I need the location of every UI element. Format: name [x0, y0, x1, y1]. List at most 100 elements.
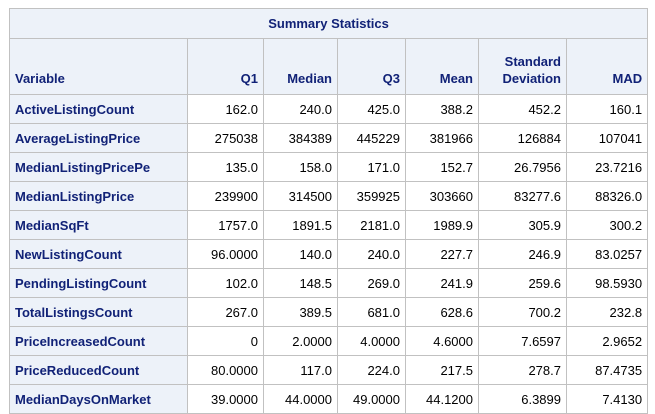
data-cell: 1891.5	[263, 210, 338, 240]
column-header: Q1	[187, 38, 264, 95]
data-cell: 240.0	[337, 239, 406, 269]
data-cell: 232.8	[565, 297, 649, 327]
row-header: ActiveListingCount	[9, 94, 188, 124]
row-header: MedianListingPrice	[9, 181, 188, 211]
summary-table-wrap: Summary Statistics Variable Q1 Median Q3 Mea…	[8, 8, 649, 414]
data-cell: 2.9652	[565, 326, 649, 356]
column-header: Variable	[9, 38, 188, 95]
data-cell: 1757.0	[187, 210, 264, 240]
data-cell: 217.5	[405, 355, 479, 385]
data-cell: 126884	[478, 123, 567, 153]
data-cell: 83.0257	[565, 239, 649, 269]
data-cell: 0	[187, 326, 264, 356]
data-cell: 4.6000	[405, 326, 479, 356]
data-cell: 7.4130	[565, 384, 649, 414]
header-row: Variable Q1 Median Q3 Mean Standard Deviation…	[9, 38, 649, 95]
data-cell: 49.0000	[337, 384, 406, 414]
data-cell: 1989.9	[405, 210, 479, 240]
data-cell: 88326.0	[565, 181, 649, 211]
data-cell: 224.0	[337, 355, 406, 385]
column-header: Standard Deviation	[478, 38, 567, 95]
data-cell: 388.2	[405, 94, 479, 124]
data-cell: 241.9	[405, 268, 479, 298]
data-cell: 452.2	[478, 94, 567, 124]
data-cell: 87.4735	[565, 355, 649, 385]
column-header: MAD	[565, 38, 649, 95]
data-cell: 2181.0	[337, 210, 406, 240]
data-row: NewListingCount 96.0000 140.0 240.0 227.7 246…	[9, 239, 649, 269]
data-cell: 107041	[565, 123, 649, 153]
data-cell: 259.6	[478, 268, 567, 298]
row-header: MedianListingPricePe	[9, 152, 188, 182]
row-header: MedianDaysOnMarket	[9, 384, 188, 414]
data-cell: 158.0	[263, 152, 338, 182]
data-cell: 275038	[187, 123, 264, 153]
data-cell: 278.7	[478, 355, 567, 385]
data-cell: 39.0000	[187, 384, 264, 414]
data-row: MedianListingPricePe 135.0 158.0 171.0 152.7…	[9, 152, 649, 182]
data-cell: 300.2	[565, 210, 649, 240]
data-row: AverageListingPrice 275038 384389 445229 381…	[9, 123, 649, 153]
table-body: ActiveListingCount 162.0 240.0 425.0 388.2 45…	[9, 94, 649, 414]
data-cell: 2.0000	[263, 326, 338, 356]
data-cell: 171.0	[337, 152, 406, 182]
data-row: PriceReducedCount 80.0000 117.0 224.0 217.5 2…	[9, 355, 649, 385]
row-header: NewListingCount	[9, 239, 188, 269]
data-cell: 227.7	[405, 239, 479, 269]
data-cell: 83277.6	[478, 181, 567, 211]
data-cell: 7.6597	[478, 326, 567, 356]
data-row: ActiveListingCount 162.0 240.0 425.0 388.2 45…	[9, 94, 649, 124]
data-cell: 303660	[405, 181, 479, 211]
data-cell: 6.3899	[478, 384, 567, 414]
data-cell: 102.0	[187, 268, 264, 298]
data-row: MedianSqFt 1757.0 1891.5 2181.0 1989.9 305.9 3…	[9, 210, 649, 240]
data-cell: 44.0000	[263, 384, 338, 414]
data-row: PendingListingCount 102.0 148.5 269.0 241.9 2…	[9, 268, 649, 298]
data-cell: 269.0	[337, 268, 406, 298]
data-cell: 140.0	[263, 239, 338, 269]
data-cell: 359925	[337, 181, 406, 211]
data-cell: 160.1	[565, 94, 649, 124]
data-cell: 381966	[405, 123, 479, 153]
data-cell: 135.0	[187, 152, 264, 182]
row-header: AverageListingPrice	[9, 123, 188, 153]
data-cell: 4.0000	[337, 326, 406, 356]
data-cell: 389.5	[263, 297, 338, 327]
data-cell: 445229	[337, 123, 406, 153]
data-cell: 239900	[187, 181, 264, 211]
table-title: Summary Statistics	[8, 8, 649, 39]
data-cell: 425.0	[337, 94, 406, 124]
data-cell: 314500	[263, 181, 338, 211]
column-header: Median	[263, 38, 338, 95]
data-cell: 117.0	[263, 355, 338, 385]
title-row: Summary Statistics	[8, 8, 649, 39]
data-cell: 628.6	[405, 297, 479, 327]
row-header: PriceReducedCount	[9, 355, 188, 385]
data-cell: 246.9	[478, 239, 567, 269]
data-cell: 26.7956	[478, 152, 567, 182]
data-cell: 305.9	[478, 210, 567, 240]
data-row: MedianListingPrice 239900 314500 359925 3036…	[9, 181, 649, 211]
data-cell: 700.2	[478, 297, 567, 327]
column-header: Q3	[337, 38, 406, 95]
data-cell: 80.0000	[187, 355, 264, 385]
data-cell: 96.0000	[187, 239, 264, 269]
data-cell: 267.0	[187, 297, 264, 327]
row-header: PendingListingCount	[9, 268, 188, 298]
row-header: MedianSqFt	[9, 210, 188, 240]
data-cell: 23.7216	[565, 152, 649, 182]
column-header: Mean	[405, 38, 479, 95]
summary-table: Summary Statistics Variable Q1 Median Q3 Mea…	[8, 8, 649, 414]
data-cell: 681.0	[337, 297, 406, 327]
data-cell: 98.5930	[565, 268, 649, 298]
data-row: MedianDaysOnMarket 39.0000 44.0000 49.0000 4…	[9, 384, 649, 414]
data-cell: 162.0	[187, 94, 264, 124]
data-cell: 148.5	[263, 268, 338, 298]
row-header: TotalListingsCount	[9, 297, 188, 327]
row-header: PriceIncreasedCount	[9, 326, 188, 356]
data-cell: 384389	[263, 123, 338, 153]
data-cell: 240.0	[263, 94, 338, 124]
data-row: TotalListingsCount 267.0 389.5 681.0 628.6 70…	[9, 297, 649, 327]
data-cell: 152.7	[405, 152, 479, 182]
